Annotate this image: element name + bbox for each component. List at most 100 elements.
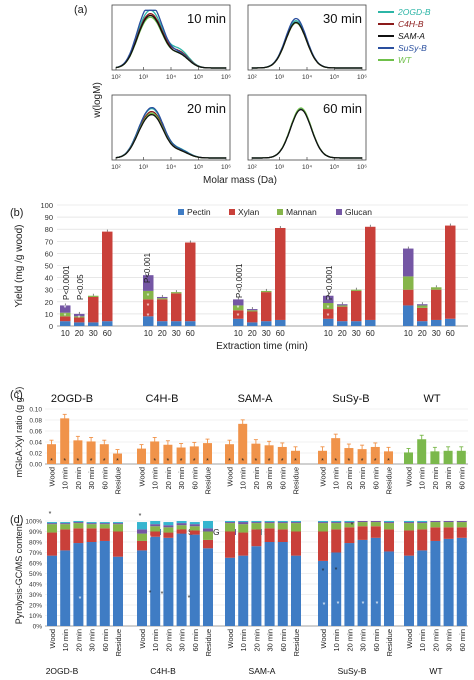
y-tick-label: 90% xyxy=(29,529,42,536)
pyrolysis-bar-segment-H xyxy=(443,521,454,523)
pyrolysis-bar-segment-S xyxy=(203,539,213,549)
pyrolysis-bar-segment-C xyxy=(357,539,368,626)
pyrolysis-bar-segment-G xyxy=(203,531,213,540)
yield-bar-segment-glucan xyxy=(233,299,244,306)
pyrolysis-bar-segment-P xyxy=(344,521,355,523)
x-tick-label: Residue xyxy=(292,467,301,495)
pyrolysis-bar-segment-S xyxy=(225,531,235,558)
yield-bar-segment-mannan xyxy=(417,305,428,308)
significance-star: * xyxy=(322,568,325,575)
pyrolysis-bar-segment-H xyxy=(86,523,97,525)
x-tick-label: 10 xyxy=(61,329,70,338)
pyrolysis-bar-segment-H xyxy=(370,521,381,523)
y-tick-label: 0.04 xyxy=(29,440,42,447)
panel-label-c: (c) xyxy=(10,389,23,401)
pyrolysis-bar-segment-P xyxy=(203,521,213,529)
x-tick-label: 20 min xyxy=(345,467,354,490)
ratio-bar xyxy=(430,451,440,464)
line-name-SAM-A: SAM-A xyxy=(249,666,276,676)
subplot-frame xyxy=(111,94,231,161)
x-tick-label: 10 min xyxy=(332,629,341,652)
pyrolysis-bar-segment-G xyxy=(60,524,71,530)
distribution-curve-SAM-A xyxy=(115,113,226,159)
ratio-bar xyxy=(238,423,248,464)
panel-a-molar-mass-distributions: 10² 10³ 10⁴ 10⁵ 10⁶ 10 min 10² 10³ 10⁴ 10⁵ 10⁶ 30 m… xyxy=(92,4,431,186)
significance-star: * xyxy=(228,458,231,465)
ratio-bar xyxy=(189,446,199,464)
yield-bar-segment-glucan xyxy=(417,304,428,306)
significance-star: * xyxy=(327,313,330,320)
legend-label-mannan: Mannan xyxy=(286,207,317,217)
subplot-time-label: 30 min xyxy=(323,11,362,26)
yield-bar-segment-mannan xyxy=(88,295,99,297)
significance-star: * xyxy=(348,458,351,465)
subplot-time-label: 20 min xyxy=(187,101,226,116)
yield-bar-segment-xylan xyxy=(143,299,154,317)
x-tick-label: 10 xyxy=(144,329,153,338)
x-tick-label: Wood xyxy=(48,467,57,486)
yield-bar-segment-glucan xyxy=(157,296,168,299)
pyrolysis-bar-segment-S xyxy=(60,529,71,551)
significance-star: * xyxy=(321,458,324,465)
pyrolysis-bar-segment-C xyxy=(203,548,213,626)
significance-star: * xyxy=(116,458,119,465)
pyrolysis-bar-segment-P xyxy=(331,521,342,523)
yield-bar-segment-pectin xyxy=(74,322,85,326)
yield-bar-segment-xylan xyxy=(60,316,71,322)
significance-star: * xyxy=(147,303,150,310)
yield-bar-segment-mannan xyxy=(261,290,272,293)
x-tick-label: 20 min xyxy=(345,629,354,652)
x-tick-label: 10³ xyxy=(139,164,149,171)
x-tick-label: 10⁵ xyxy=(194,164,204,171)
pyrolysis-bar-segment-C xyxy=(404,555,414,626)
x-tick-label: 10⁶ xyxy=(357,164,367,171)
yield-bar-segment-glucan xyxy=(337,304,348,306)
x-tick-label: 30 min xyxy=(266,629,275,652)
x-tick-label: 10³ xyxy=(139,74,149,81)
y-tick-label: 40 xyxy=(45,274,53,283)
pyrolysis-bar-segment-G xyxy=(331,523,342,530)
x-tick-label: 60 xyxy=(186,329,195,338)
line-name-C4H-B: C4H-B xyxy=(150,666,176,676)
ratio-bar xyxy=(73,440,83,464)
x-tick-label: 10 min xyxy=(61,467,70,490)
yield-bar-segment-mannan xyxy=(247,310,258,312)
pyrolysis-bar-segment-C xyxy=(291,555,301,626)
pyrolysis-bar-segment-H xyxy=(331,522,342,524)
ratio-bar xyxy=(318,450,327,464)
subplot-frame xyxy=(111,4,231,71)
x-tick-label: 30 xyxy=(432,329,441,338)
x-tick-label: Wood xyxy=(226,467,235,486)
x-tick-label: 20 min xyxy=(431,629,440,652)
yield-bar-segment-xylan xyxy=(88,296,99,323)
legend-label-WT: WT xyxy=(398,55,412,65)
pyrolysis-bar-segment-P xyxy=(318,521,328,523)
legend-label-xylan: Xylan xyxy=(238,207,260,217)
pyrolysis-bar-segment-G xyxy=(417,523,428,530)
pyrolysis-bar-segment-C xyxy=(150,536,161,626)
pyrolysis-bar-segment-S xyxy=(404,530,414,556)
yield-bar-segment-pectin xyxy=(365,319,376,326)
pyrolysis-bar-segment-C xyxy=(60,550,71,626)
pyrolysis-bar-segment-S xyxy=(331,529,342,553)
x-tick-label: 60 min xyxy=(279,629,288,652)
yield-bar-segment-glucan xyxy=(403,248,414,277)
y-tick-label: 40% xyxy=(29,582,42,589)
pyrolysis-bar-segment-S xyxy=(443,527,454,539)
x-tick-label: 30 min xyxy=(178,629,187,652)
pyrolysis-bar-segment-C xyxy=(86,542,97,626)
yield-bar-segment-pectin xyxy=(431,319,442,326)
x-tick-label: Residue xyxy=(204,467,213,495)
line-name-2OGD-B: 2OGD-B xyxy=(46,666,79,676)
pyrolysis-bar-segment-S xyxy=(137,540,147,551)
significance-star: * xyxy=(361,458,364,465)
yield-bar-segment-xylan xyxy=(337,306,348,322)
ratio-bar xyxy=(384,451,393,464)
yield-bar-segment-pectin xyxy=(60,321,71,326)
pyrolysis-bar-segment-G xyxy=(99,524,110,529)
legend-label-C4H-B: C4H-B xyxy=(398,19,424,29)
ratio-bar xyxy=(443,450,453,464)
legend-swatch-mannan xyxy=(277,209,283,215)
pyrolysis-bar-segment-C xyxy=(384,551,394,626)
significance-annotation: P<0.0001 xyxy=(62,265,71,300)
